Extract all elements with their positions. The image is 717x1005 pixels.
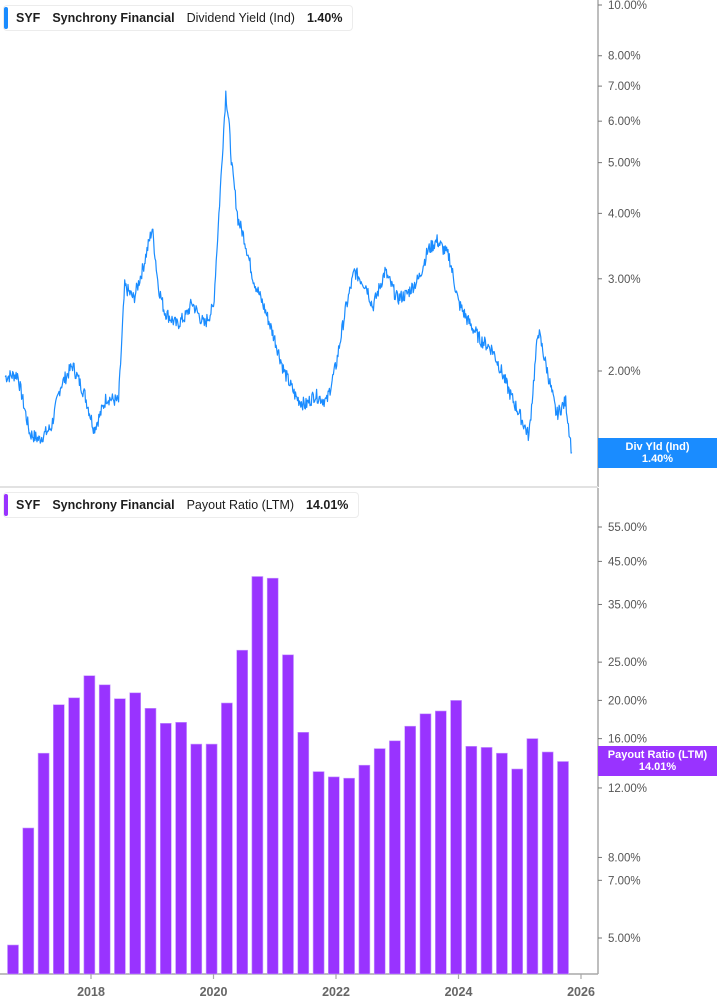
payout-ratio-bar[interactable] bbox=[52, 704, 65, 975]
payout-ratio-bar[interactable] bbox=[496, 752, 508, 975]
payout-ratio-bar-chart: 55.00% 45.00% 35.00% 25.00% 20.00% 16.00% 12.0… bbox=[0, 488, 647, 999]
payout-ratio-bar[interactable] bbox=[511, 768, 524, 975]
panel-divider[interactable] bbox=[0, 486, 598, 488]
payout-ratio-bar[interactable] bbox=[343, 777, 355, 975]
payout-ratio-bar[interactable] bbox=[480, 747, 493, 975]
tag-value: 1.40% bbox=[641, 453, 674, 465]
x-tick-label: 2026 bbox=[567, 985, 595, 999]
payout-ratio-bar[interactable] bbox=[541, 751, 554, 975]
tag-label: Payout Ratio (LTM) bbox=[607, 749, 708, 761]
tag-label: Div Yld (Ind) bbox=[625, 441, 690, 453]
legend-metric: Dividend Yield (Ind) bbox=[186, 11, 295, 25]
dividend-yield-legend[interactable]: SYF Synchrony Financial Dividend Yield (… bbox=[3, 5, 354, 31]
payout-ratio-value-tag: Payout Ratio (LTM) 14.01% bbox=[598, 746, 717, 776]
dividend-yield-line bbox=[4, 90, 573, 454]
payout-ratio-bar[interactable] bbox=[160, 723, 172, 975]
payout-ratio-legend[interactable]: SYF Synchrony Financial Payout Ratio (LT… bbox=[3, 492, 360, 518]
legend-metric: Payout Ratio (LTM) bbox=[186, 498, 295, 512]
y-tick-label: 12.00% bbox=[608, 783, 647, 795]
y-tick-label: 2.00% bbox=[608, 366, 641, 378]
payout-ratio-bar[interactable] bbox=[358, 764, 371, 975]
payout-ratio-bar[interactable] bbox=[175, 722, 187, 975]
x-tick-label: 2018 bbox=[77, 985, 105, 999]
y-tick-label: 6.00% bbox=[608, 116, 641, 128]
y-tick-label: 10.00% bbox=[608, 0, 647, 12]
x-tick-label: 2022 bbox=[322, 985, 350, 999]
dividend-yield-line-chart: 10.00% 8.00% 7.00% 6.00% 5.00% 4.00% 3.00% 2.00… bbox=[4, 0, 647, 487]
payout-ratio-bar[interactable] bbox=[404, 725, 417, 975]
payout-ratio-bar[interactable] bbox=[83, 675, 96, 975]
legend-company-name: Synchrony Financial bbox=[52, 498, 175, 512]
payout-ratio-bar[interactable] bbox=[205, 743, 218, 975]
payout-ratio-bar[interactable] bbox=[297, 732, 310, 975]
payout-ratio-bar[interactable] bbox=[190, 743, 203, 975]
payout-ratio-bar[interactable] bbox=[312, 771, 325, 975]
payout-ratio-bar[interactable] bbox=[465, 745, 478, 975]
payout-ratio-bar[interactable] bbox=[98, 684, 111, 975]
payout-ratio-bar[interactable] bbox=[434, 710, 447, 975]
payout-ratio-bar[interactable] bbox=[68, 697, 80, 975]
payout-ratio-bar[interactable] bbox=[389, 740, 401, 975]
payout-ratio-bar[interactable] bbox=[251, 576, 264, 975]
payout-ratio-panel: 55.00% 45.00% 35.00% 25.00% 20.00% 16.00% 12.0… bbox=[0, 488, 717, 1005]
payout-ratio-bar[interactable] bbox=[37, 752, 50, 975]
payout-ratio-bar[interactable] bbox=[114, 698, 126, 975]
x-tick-label: 2024 bbox=[445, 985, 473, 999]
y-tick-label: 55.00% bbox=[608, 522, 647, 534]
legend-company-name: Synchrony Financial bbox=[52, 11, 175, 25]
y-tick-label: 7.00% bbox=[608, 875, 641, 887]
payout-ratio-bar[interactable] bbox=[236, 649, 248, 975]
y-tick-label: 20.00% bbox=[608, 695, 647, 707]
tag-value: 14.01% bbox=[638, 761, 677, 773]
y-tick-label: 5.00% bbox=[608, 158, 641, 170]
payout-ratio-bar[interactable] bbox=[221, 702, 233, 975]
payout-ratio-bar[interactable] bbox=[129, 692, 141, 975]
y-tick-label: 35.00% bbox=[608, 599, 647, 611]
payout-ratio-bar[interactable] bbox=[327, 776, 340, 975]
y-tick-label: 5.00% bbox=[608, 933, 641, 945]
y-tick-label: 4.00% bbox=[608, 208, 641, 220]
dividend-yield-value-tag: Div Yld (Ind) 1.40% bbox=[598, 438, 717, 468]
payout-ratio-bar[interactable] bbox=[266, 577, 279, 975]
series-color-swatch bbox=[4, 7, 8, 29]
y-tick-label: 3.00% bbox=[608, 274, 641, 286]
dividend-yield-panel: 10.00% 8.00% 7.00% 6.00% 5.00% 4.00% 3.00% 2.00… bbox=[0, 0, 717, 487]
legend-value: 14.01% bbox=[306, 498, 349, 512]
y-tick-label: 25.00% bbox=[608, 657, 647, 669]
payout-ratio-bar[interactable] bbox=[282, 654, 294, 975]
payout-ratio-bar[interactable] bbox=[7, 944, 19, 975]
x-tick-label: 2020 bbox=[200, 985, 228, 999]
series-color-swatch bbox=[4, 494, 8, 516]
y-tick-label: 7.00% bbox=[608, 81, 641, 93]
y-tick-label: 8.00% bbox=[608, 852, 641, 864]
payout-ratio-bar[interactable] bbox=[144, 708, 157, 975]
legend-ticker: SYF bbox=[16, 498, 41, 512]
payout-ratio-bar[interactable] bbox=[526, 738, 539, 975]
payout-ratio-bar[interactable] bbox=[373, 748, 386, 975]
legend-value: 1.40% bbox=[306, 11, 343, 25]
payout-ratio-bar[interactable] bbox=[22, 827, 35, 975]
payout-ratio-bar[interactable] bbox=[557, 761, 569, 975]
payout-ratio-bar[interactable] bbox=[419, 713, 432, 975]
payout-ratio-bar[interactable] bbox=[450, 700, 462, 975]
legend-ticker: SYF bbox=[16, 11, 41, 25]
y-tick-label: 16.00% bbox=[608, 734, 647, 746]
y-tick-label: 8.00% bbox=[608, 51, 641, 63]
y-tick-label: 45.00% bbox=[608, 556, 647, 568]
